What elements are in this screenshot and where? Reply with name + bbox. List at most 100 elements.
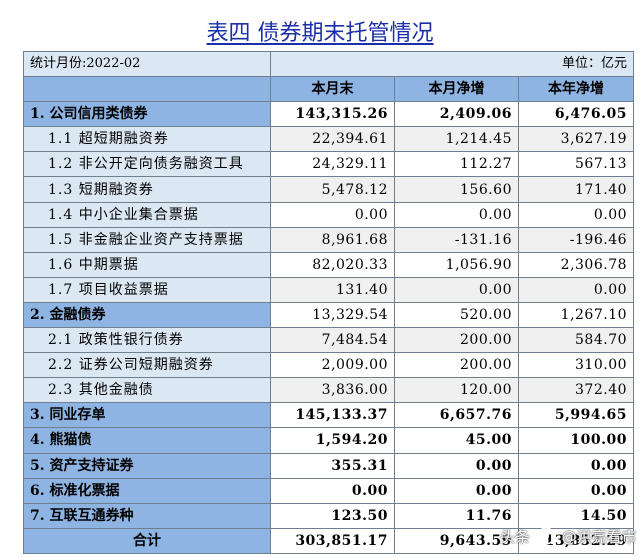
table-row: 1.4 中小企业集合票据 0.00 0.00 0.00	[23, 201, 635, 228]
row-label: 6. 标准化票据	[23, 477, 271, 504]
cell-value: 355.31	[270, 452, 395, 479]
table-row: 2.1 政策性银行债券 7,484.54 200.00 584.70	[23, 327, 635, 354]
cell-value: 14.50	[517, 502, 635, 529]
cell-value: 1,594.20	[270, 427, 395, 454]
row-label: 1.5 非金融企业资产支持票据	[23, 226, 271, 253]
cell-value: 0.00	[394, 452, 519, 479]
cell-value: 171.40	[517, 176, 635, 203]
cell-value: 7,484.54	[270, 327, 395, 354]
cell-value: 5,478.12	[270, 176, 395, 203]
row-label: 1.6 中期票据	[23, 251, 271, 278]
cell-value: 8,961.68	[270, 226, 395, 253]
cell-value: 0.00	[270, 201, 395, 228]
table-row: 3. 同业存单 145,133.37 6,657.76 5,994.65	[23, 402, 635, 429]
table-row: 1.5 非金融企业资产支持票据 8,961.68 -131.16 -196.46	[23, 226, 635, 253]
cell-value: 0.00	[517, 201, 635, 228]
cell-value: 520.00	[394, 301, 519, 329]
cell-value: 310.00	[517, 352, 635, 379]
row-label: 1.1 超短期融资券	[23, 126, 271, 153]
cell-value: 22,394.61	[270, 126, 395, 153]
cell-value: 584.70	[517, 327, 635, 354]
cell-value: 13,329.54	[270, 301, 395, 329]
cell-value: 11.76	[394, 502, 519, 529]
header-row: 本月末 本月净增 本年净增	[23, 76, 635, 103]
row-label: 1. 公司信用类债券	[23, 101, 271, 128]
cell-value: 1,267.10	[517, 301, 635, 329]
table-row: 合计 303,851.17 9,643.59 13,852.29	[23, 527, 635, 554]
table-row: 2. 金融债券 13,329.54 520.00 1,267.10	[23, 301, 635, 329]
cell-value: 13,852.29	[517, 527, 635, 554]
table-row: 2.2 证券公司短期融资券 2,009.00 200.00 310.00	[23, 352, 635, 379]
cell-value: 0.00	[517, 276, 635, 303]
cell-value: 372.40	[517, 377, 635, 404]
row-label: 1.4 中小企业集合票据	[23, 201, 271, 228]
table-row: 6. 标准化票据 0.00 0.00 0.00	[23, 477, 635, 504]
table-row: 1. 公司信用类债券 143,315.26 2,409.06 6,476.05	[23, 101, 635, 128]
table-row: 4. 熊猫债 1,594.20 45.00 100.00	[23, 427, 635, 454]
cell-value: 0.00	[394, 276, 519, 303]
column-header: 本月末	[270, 76, 395, 103]
column-header: 本月净增	[394, 76, 519, 103]
table-title: 表四 债券期末托管情况	[206, 21, 434, 46]
cell-value: 45.00	[394, 427, 519, 454]
watermark-logo-icon	[536, 527, 555, 545]
cell-value: 120.00	[394, 377, 519, 404]
table-row: 1.6 中期票据 82,020.33 1,056.90 2,306.78	[23, 251, 635, 278]
table-row: 1.1 超短期融资券 22,394.61 1,214.45 3,627.19	[23, 126, 635, 153]
cell-value: 2,009.00	[270, 352, 395, 379]
row-label: 1.7 项目收益票据	[23, 276, 271, 303]
cell-value: 0.00	[394, 201, 519, 228]
cell-value: 200.00	[394, 352, 519, 379]
statistics-period: 统计月份:2022-02	[23, 50, 271, 78]
row-label: 5. 资产支持证券	[23, 452, 271, 479]
table-row: 1.2 非公开定向债务融资工具 24,329.11 112.27 567.13	[23, 151, 635, 178]
cell-value: 0.00	[517, 477, 635, 504]
row-label: 2.1 政策性银行债券	[23, 327, 271, 354]
cell-value: 0.00	[517, 452, 635, 479]
cell-value: 82,020.33	[270, 251, 395, 278]
cell-value: 131.40	[270, 276, 395, 303]
cell-value: 6,476.05	[517, 101, 635, 128]
column-header: 本年净增	[517, 76, 635, 103]
cell-value: 0.00	[270, 477, 395, 504]
row-label: 合计	[23, 527, 271, 554]
watermark-text-b: @洪亮看市	[561, 528, 637, 546]
watermark: 头条 @洪亮看市	[500, 526, 637, 547]
cell-value: 200.00	[394, 327, 519, 354]
cell-value: 112.27	[394, 151, 519, 178]
cell-value: 303,851.17	[270, 527, 395, 554]
cell-value: 3,836.00	[270, 377, 395, 404]
header-blank	[23, 76, 271, 103]
row-label: 2.3 其他金融债	[23, 377, 271, 404]
row-label: 4. 熊猫债	[23, 427, 271, 454]
row-label: 1.3 短期融资券	[23, 176, 271, 203]
cell-value: 3,627.19	[517, 126, 635, 153]
row-label: 2. 金融债券	[23, 301, 271, 329]
cell-value: 5,994.65	[517, 402, 635, 429]
cell-value: 123.50	[270, 502, 395, 529]
cell-value: 1,056.90	[394, 251, 519, 278]
bond-custody-table: 统计月份:2022-02 单位：亿元 本月末 本月净增 本年净增 1. 公司信用…	[23, 50, 635, 554]
table-row: 1.7 项目收益票据 131.40 0.00 0.00	[23, 276, 635, 303]
row-label: 7. 互联互通券种	[23, 502, 271, 529]
unit-label: 单位：亿元	[269, 50, 635, 78]
cell-value: -196.46	[517, 226, 635, 253]
cell-value: 143,315.26	[270, 101, 395, 128]
cell-value: 0.00	[394, 477, 519, 504]
watermark-text-a: 头条	[500, 528, 531, 546]
cell-value: 567.13	[517, 151, 635, 178]
cell-value: 145,133.37	[270, 402, 395, 429]
row-label: 3. 同业存单	[23, 402, 271, 429]
row-label: 1.2 非公开定向债务融资工具	[23, 151, 271, 178]
cell-value: 156.60	[394, 176, 519, 203]
cell-value: -131.16	[394, 226, 519, 253]
cell-value: 9,643.59	[394, 527, 519, 554]
table-row: 7. 互联互通券种 123.50 11.76 14.50	[23, 502, 635, 529]
meta-row: 统计月份:2022-02 单位：亿元	[23, 50, 635, 78]
table-row: 5. 资产支持证券 355.31 0.00 0.00	[23, 452, 635, 479]
table-row: 1.3 短期融资券 5,478.12 156.60 171.40	[23, 176, 635, 203]
cell-value: 1,214.45	[394, 126, 519, 153]
cell-value: 2,306.78	[517, 251, 635, 278]
cell-value: 6,657.76	[394, 402, 519, 429]
row-label: 2.2 证券公司短期融资券	[23, 352, 271, 379]
